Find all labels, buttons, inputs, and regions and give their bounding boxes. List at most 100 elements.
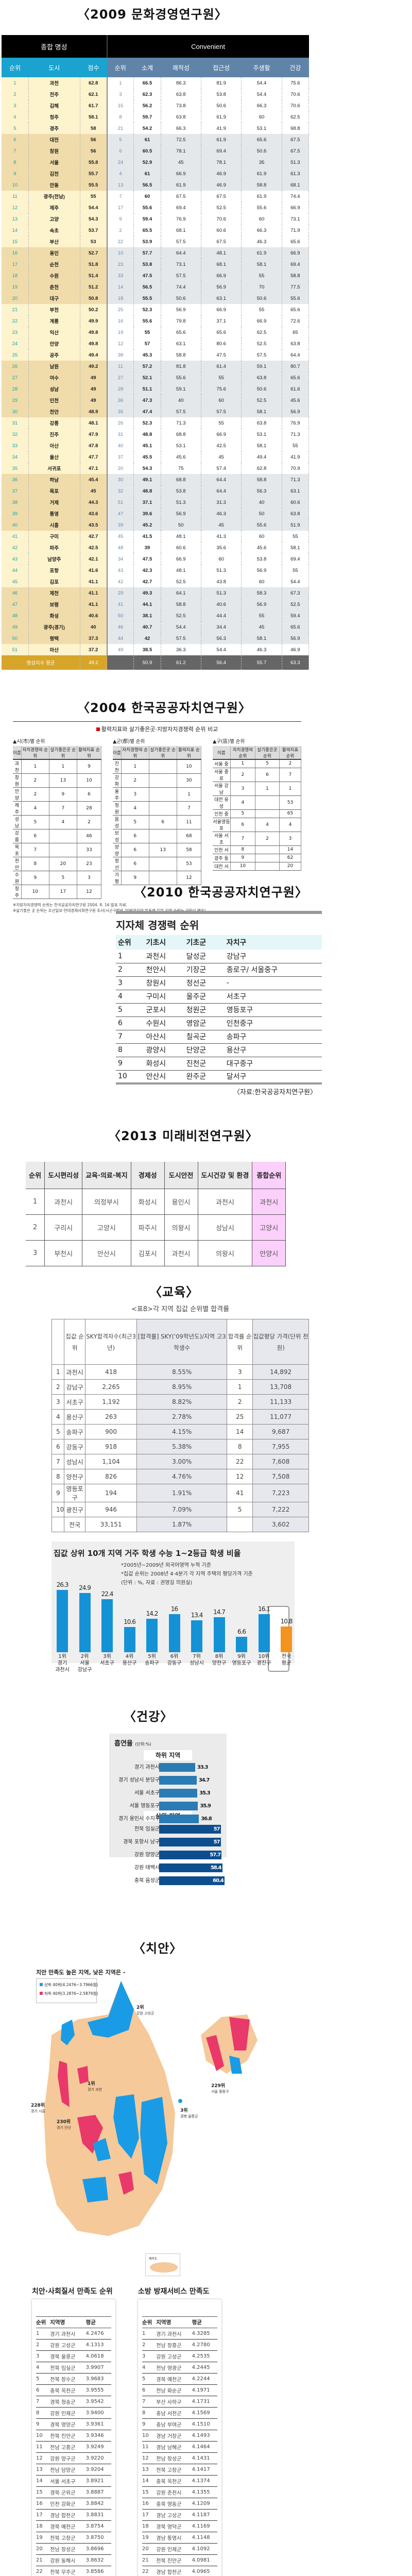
table-cell: 63.1 [161, 338, 201, 349]
table-cell: 64.4 [282, 349, 310, 361]
table-cell: 2 [2, 89, 29, 100]
table-cell: 5 [2, 123, 29, 134]
table-row: 36 하남 45.4 30 49.1 68.8 64.4 58.8 71.3 [2, 474, 310, 485]
table-cell: 58.8 [282, 270, 310, 281]
table-cell: 수원 [13, 871, 22, 885]
table-cell: 종로구/ 서울중구 [224, 963, 322, 977]
table-cell: 10 [77, 773, 102, 788]
table-cell: 음성 [113, 815, 122, 829]
table-cell: 66.3 [161, 123, 201, 134]
table-cell: 33 [77, 843, 102, 857]
table-cell: 마산 [28, 644, 80, 655]
table-cell: 25 [227, 1409, 253, 1425]
map-label-2nd: 2위 강원 고성군 [136, 2005, 154, 2015]
table-cell: 55 [241, 610, 282, 621]
table-cell: 14 [279, 845, 301, 854]
table-row: 20 전남 장성군 3.8696 [36, 2543, 111, 2555]
column-header: 평균 [192, 2316, 217, 2328]
table-cell: 14 [142, 2475, 157, 2487]
table-cell: 49 [80, 395, 108, 406]
table-cell: 안동 [28, 179, 80, 191]
table-cell: 36 [106, 395, 134, 406]
table-cell: 경북 예천군 [50, 2520, 86, 2532]
table-cell: 1 [227, 1379, 253, 1395]
smoking-row: 경북 포항시 남구 57 [109, 1838, 227, 1847]
table-row: 5 전북 장수군 3.9683 [36, 2373, 111, 2385]
table-cell: 2 [230, 768, 255, 782]
table-cell: 1 [51, 1364, 65, 1380]
table-cell: 51.2 [80, 281, 108, 293]
table-row: 18 경북 예천군 3.8754 [36, 2520, 111, 2532]
column-header: 평균 [85, 2316, 111, 2328]
table-cell: 43 [2, 553, 29, 565]
table-cell: 안양 [28, 338, 80, 349]
table-cell: 4.1971 [192, 2384, 217, 2396]
table-cell: 3 [26, 1240, 45, 1266]
table-cell: 1 [121, 759, 149, 774]
table-cell: 55 [80, 191, 108, 202]
chart-note: (단위 : %, 자료 : 권영길 의원실) [121, 1580, 193, 1586]
table-row: 50 평택 37.3 44 42 57.5 56.3 58.1 56.9 [2, 633, 310, 644]
sub-table-2004: ▲군(郡)별 순위 이름 자치경쟁력 순위 살기좋은곳 순위 활력지표 순위 진천 1 10 강… [113, 737, 202, 899]
table-cell: 62.1 [80, 89, 108, 100]
table-cell: 4.1493 [192, 2430, 217, 2442]
table-cell: 47.5 [133, 553, 161, 565]
smoking-value: 33.3 [197, 1765, 209, 1770]
column-header: 집값평당 가격(단위 천원) [252, 1319, 309, 1365]
table-cell: 김포 [28, 576, 80, 587]
table-cell: 68.8 [161, 474, 201, 485]
fire-table-title: 소방 방재서비스 만족도 [138, 2287, 210, 2296]
table-cell: 60 [133, 191, 161, 202]
table-cell: 광주(경기) [28, 621, 80, 633]
table-cell: 52.9 [133, 157, 161, 168]
table-cell: 성남 [28, 383, 80, 395]
table-cell: 22 [2, 315, 29, 327]
table-cell: 목포 [13, 843, 22, 857]
table-row: 전국 33,151 1.87% 3,602 [51, 1517, 309, 1532]
table-row: 46 제천 41.1 29 49.3 64.1 51.3 58.3 67.3 [2, 587, 310, 599]
table-cell: 5 [142, 2373, 157, 2385]
table-cell: 45 [2, 576, 29, 587]
table-cell: 73.1 [161, 259, 201, 270]
table-cell: 42.7 [80, 531, 108, 542]
table-cell: 포항 [28, 565, 80, 576]
table-row: 19 경남 통영시 4.1148 [142, 2532, 217, 2544]
table-cell: 263 [84, 1409, 138, 1425]
column-header: 지역명 [50, 2316, 86, 2328]
table-cell: 37.1 [133, 497, 161, 508]
table-cell: 62.8 [80, 77, 108, 89]
table-cell: 41.1 [80, 599, 108, 610]
table-cell: 55 [241, 304, 282, 315]
table-cell: 58.8 [241, 179, 282, 191]
table-cell: 2 [116, 963, 144, 977]
table-cell: 7 [106, 191, 134, 202]
data-bar [191, 1620, 202, 1652]
table-cell: 45.6 [282, 395, 310, 406]
region-label: 강원 양양군 [134, 1852, 160, 1858]
table-row: 2 강원 고성군 4.1313 [36, 2339, 111, 2351]
table-row: 과천 1 1 9 [13, 759, 102, 774]
table-cell: 서울 강남 [213, 782, 231, 796]
table-cell: 31.3 [201, 497, 242, 508]
table-row: 가평 9 12 [113, 871, 202, 885]
table-cell: 36 [2, 474, 29, 485]
table-cell: 전남 장성군 [50, 2543, 86, 2555]
region-label: 경기 과천시 [134, 1765, 160, 1770]
table-cell: 65.6 [282, 304, 310, 315]
table-cell: 42.3 [133, 565, 161, 576]
table-cell: 67.5 [201, 236, 242, 247]
table-cell: 1 [49, 759, 77, 774]
table-cell: 50.6 [201, 100, 242, 111]
table-cell: 24 [2, 338, 29, 349]
table-cell: 57.4 [201, 463, 242, 474]
table-cell: 4 [116, 990, 144, 1004]
table-cell: 31 [106, 429, 134, 440]
table-row: 2 강남구 2,265 8.95% 1 13,708 [51, 1379, 309, 1395]
column-header: 순위 [36, 2316, 50, 2328]
table-row: 1 경기 과천시 4.3285 [142, 2328, 217, 2340]
table-row: 49 광주(경기) 40 46 40.7 54.4 34.4 45 65.6 [2, 621, 310, 633]
table-cell: 47.3 [133, 395, 161, 406]
